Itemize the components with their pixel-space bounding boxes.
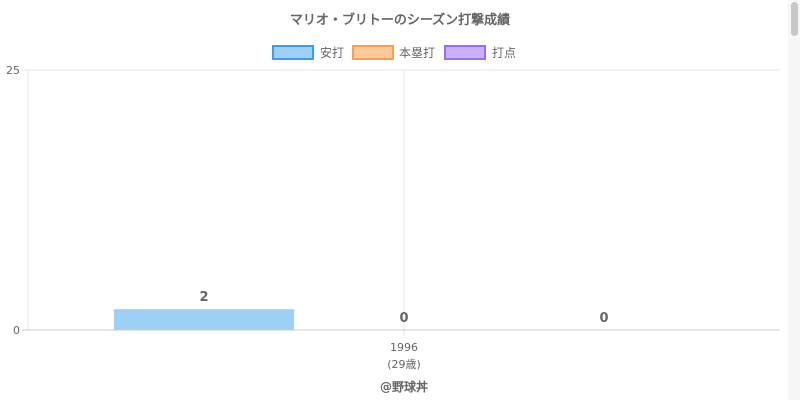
- chart-legend: 安打 本塁打 打点: [272, 45, 516, 60]
- bars-group: [114, 309, 294, 330]
- legend-swatch-hits: [272, 45, 314, 60]
- chart-title: マリオ・ブリトーのシーズン打撃成績: [290, 12, 510, 28]
- bar-hits: [114, 309, 294, 330]
- legend-swatch-rbi: [444, 45, 486, 60]
- data-label-rbi: 0: [599, 311, 608, 326]
- y-tick-label-top: 25: [6, 64, 20, 77]
- legend-swatch-home-runs: [352, 45, 394, 60]
- legend-label-hits: 安打: [320, 45, 344, 60]
- legend-label-rbi: 打点: [492, 46, 516, 60]
- data-label-hits: 2: [199, 290, 208, 305]
- gridlines: [22, 69, 780, 336]
- data-label-home-runs: 0: [399, 311, 408, 326]
- y-tick-label-zero: 0: [13, 324, 20, 337]
- page-scrollbar[interactable]: [788, 0, 800, 400]
- bar-labels-group: 2 0 0: [199, 290, 608, 326]
- footer-credit: @野球丼: [380, 379, 428, 394]
- x-tick-label-age: (29歳): [387, 358, 421, 371]
- x-tick-label-year: 1996: [390, 341, 418, 354]
- legend-label-home-runs: 本塁打: [399, 46, 435, 60]
- scrollbar-thumb[interactable]: [791, 2, 798, 36]
